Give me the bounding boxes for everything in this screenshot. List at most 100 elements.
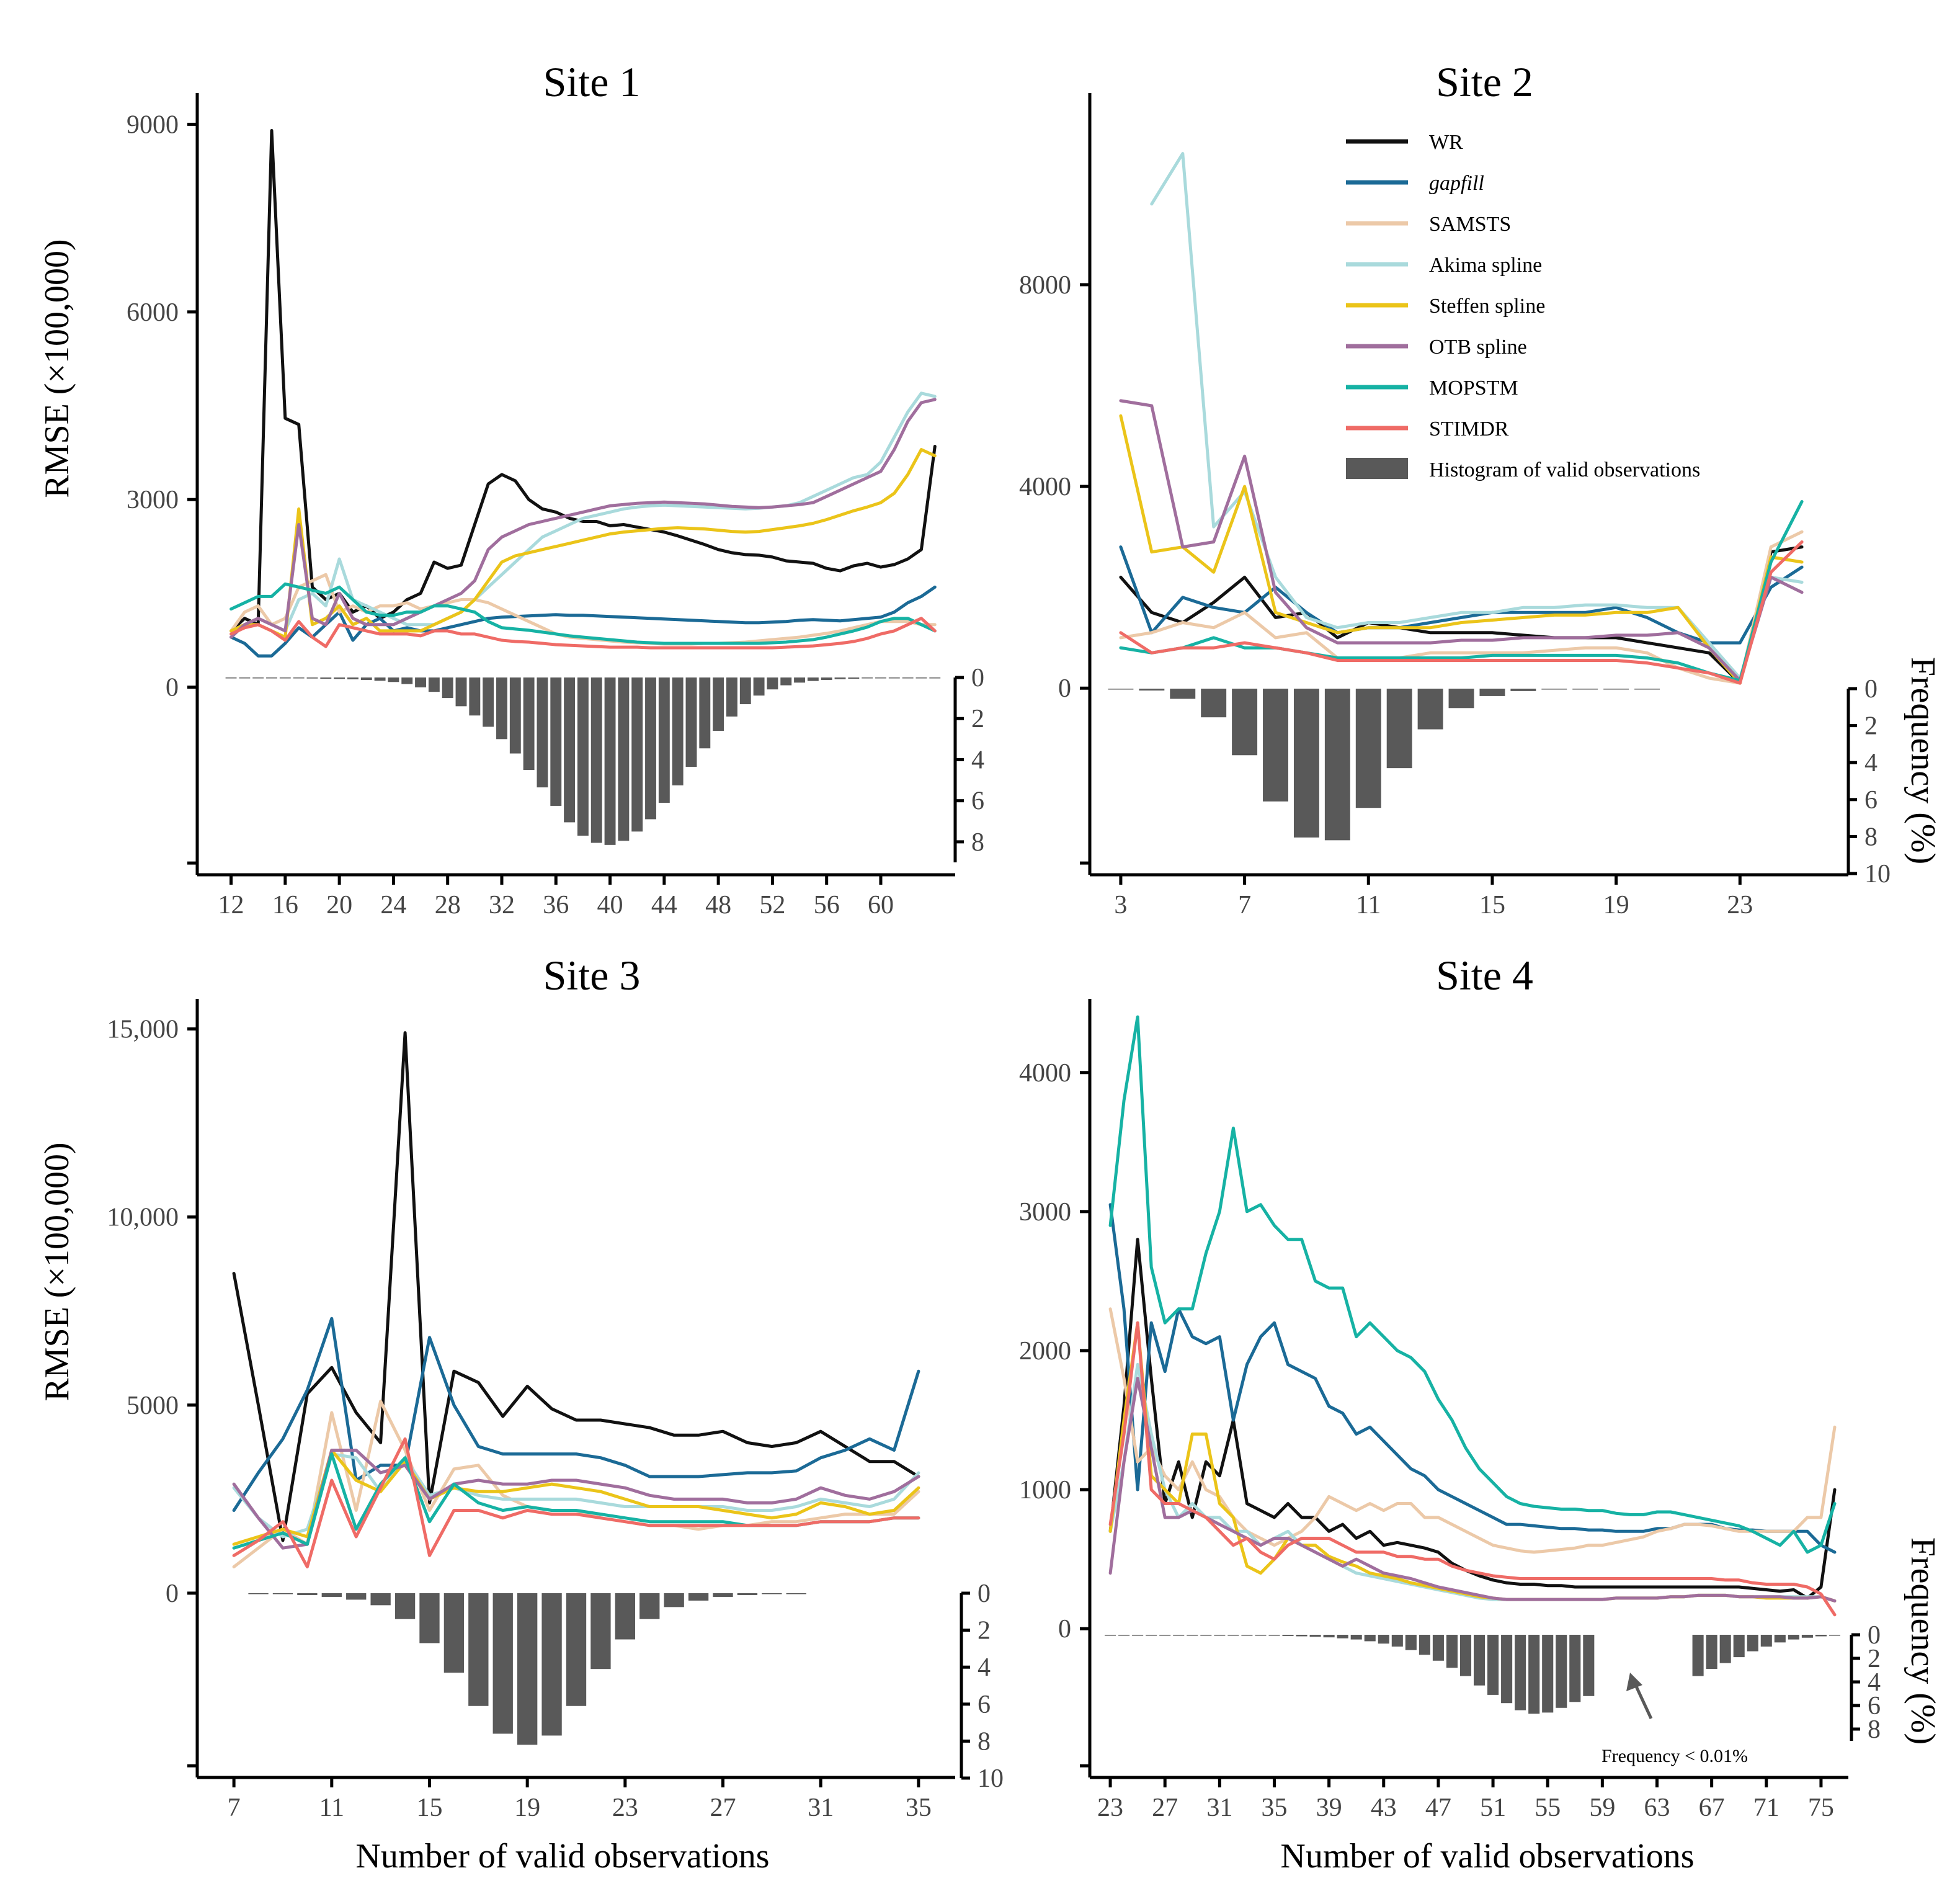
histogram-bar xyxy=(1201,689,1227,718)
series-lines xyxy=(229,129,937,658)
y2-tick-label: 8 xyxy=(1868,1715,1881,1744)
y2-tick-label: 8 xyxy=(971,828,984,857)
histogram-bar xyxy=(1634,689,1660,690)
histogram xyxy=(225,677,941,845)
y2-tick-label: 6 xyxy=(971,787,984,816)
histogram-bar xyxy=(374,677,386,681)
series-line-wr xyxy=(229,129,937,633)
y2-tick-label: 4 xyxy=(1864,749,1878,777)
histogram-bar xyxy=(685,677,697,767)
x-tick-label: 60 xyxy=(868,891,894,919)
histogram-bar xyxy=(1510,689,1536,691)
series-line-samsts xyxy=(1119,530,1804,685)
legend-label: SAMSTS xyxy=(1429,213,1511,236)
histogram-bar xyxy=(1355,689,1381,808)
y2-tick-label: 4 xyxy=(971,746,984,774)
histogram-bar xyxy=(618,677,630,841)
x-tick-label: 67 xyxy=(1699,1794,1725,1822)
legend-label: WR xyxy=(1429,131,1463,154)
histogram-bar xyxy=(455,677,467,707)
histogram-bar xyxy=(360,677,372,680)
x-tick-label: 63 xyxy=(1644,1794,1670,1822)
legend-label: MOPSTM xyxy=(1429,377,1518,400)
histogram-bar xyxy=(807,677,819,681)
panel-title: Site 1 xyxy=(543,58,641,105)
histogram-bar xyxy=(1747,1635,1758,1652)
series-line-otb-spline xyxy=(229,398,937,639)
histogram-bar xyxy=(1386,689,1412,769)
histogram-bar xyxy=(590,677,602,843)
x-axis-label-right: Number of valid observations xyxy=(1280,1837,1694,1875)
x-tick-label: 55 xyxy=(1535,1794,1561,1822)
histogram-bar xyxy=(1232,689,1258,756)
y-tick-label: 1000 xyxy=(1019,1476,1071,1504)
histogram xyxy=(248,1593,806,1745)
histogram-bar xyxy=(1263,689,1288,802)
x-tick-label: 16 xyxy=(272,891,298,919)
histogram-bar xyxy=(699,677,711,749)
y2-tick-label: 8 xyxy=(978,1727,991,1756)
x-tick-label: 35 xyxy=(1261,1794,1287,1822)
histogram-bar xyxy=(753,677,765,696)
legend: WR gapfill SAMSTS Akima spline Steffen splin… xyxy=(1346,131,1700,481)
histogram-bar xyxy=(537,677,548,788)
x-tick-label: 12 xyxy=(218,891,244,919)
series-line-gapfill xyxy=(232,1317,920,1512)
x-tick-label: 23 xyxy=(612,1794,638,1822)
histogram-bar xyxy=(1173,1635,1185,1636)
x-tick-label: 15 xyxy=(416,1794,442,1822)
y-tick-label: 4000 xyxy=(1019,473,1071,501)
histogram-bar xyxy=(1774,1635,1786,1643)
histogram-bar xyxy=(1241,1635,1253,1636)
legend-label: Steffen spline xyxy=(1429,295,1545,318)
legend-item-gapfill: gapfill xyxy=(1346,172,1484,195)
y-axis-label-top: RMSE (×100,000) xyxy=(38,239,76,498)
histogram-bar xyxy=(297,1593,318,1595)
histogram-bar xyxy=(1556,1635,1567,1708)
histogram-bar xyxy=(1324,689,1350,841)
legend-item-mopstm: MOPSTM xyxy=(1346,377,1518,400)
histogram-bar xyxy=(1350,1635,1362,1640)
histogram-bar xyxy=(1323,1635,1335,1638)
histogram-bar xyxy=(1337,1635,1348,1638)
histogram-bar xyxy=(1528,1635,1540,1714)
series-line-mopstm xyxy=(1108,1015,1837,1554)
histogram-bar xyxy=(517,1593,538,1745)
y2-tick-label: 0 xyxy=(971,664,984,692)
histogram-bar xyxy=(523,677,535,770)
y2-axis-label-top: Frequency (%) xyxy=(1904,657,1942,864)
x-tick-label: 27 xyxy=(710,1794,736,1822)
panel-title: Site 4 xyxy=(1436,952,1533,999)
histogram-bar xyxy=(762,1593,782,1594)
histogram-bar xyxy=(1227,1635,1239,1636)
histogram-bar xyxy=(1583,1635,1595,1696)
y-tick-label: 2000 xyxy=(1019,1337,1071,1366)
histogram-bar xyxy=(1448,689,1474,709)
histogram-bar xyxy=(1473,1635,1486,1686)
histogram-bar xyxy=(737,1593,758,1595)
x-tick-label: 59 xyxy=(1589,1794,1615,1822)
histogram-bar xyxy=(1296,1635,1307,1637)
series-line-stimdr xyxy=(1108,1321,1837,1617)
histogram-bar xyxy=(252,677,264,679)
histogram-bar xyxy=(1405,1635,1417,1650)
y2-tick-label: 8 xyxy=(1864,823,1878,851)
legend-label: OTB spline xyxy=(1429,336,1527,359)
series-line-wr xyxy=(1119,545,1804,685)
x-tick-label: 15 xyxy=(1479,891,1505,919)
histogram-bar xyxy=(370,1593,391,1606)
histogram-bar xyxy=(443,1593,465,1673)
histogram-bar xyxy=(541,1593,562,1736)
histogram-bar xyxy=(1364,1635,1376,1642)
series-line-mopstm xyxy=(229,582,937,645)
histogram-bar xyxy=(1268,1635,1280,1636)
x-tick-label: 24 xyxy=(380,891,406,919)
y-tick-label: 6000 xyxy=(127,298,179,327)
x-tick-label: 23 xyxy=(1097,1794,1123,1822)
y2-tick-label: 0 xyxy=(1864,675,1878,704)
histogram-bar xyxy=(915,677,927,679)
y-tick-label: 5000 xyxy=(127,1392,179,1420)
histogram-bar xyxy=(590,1593,611,1670)
histogram-bar xyxy=(419,1593,440,1643)
histogram-bar xyxy=(739,677,751,705)
